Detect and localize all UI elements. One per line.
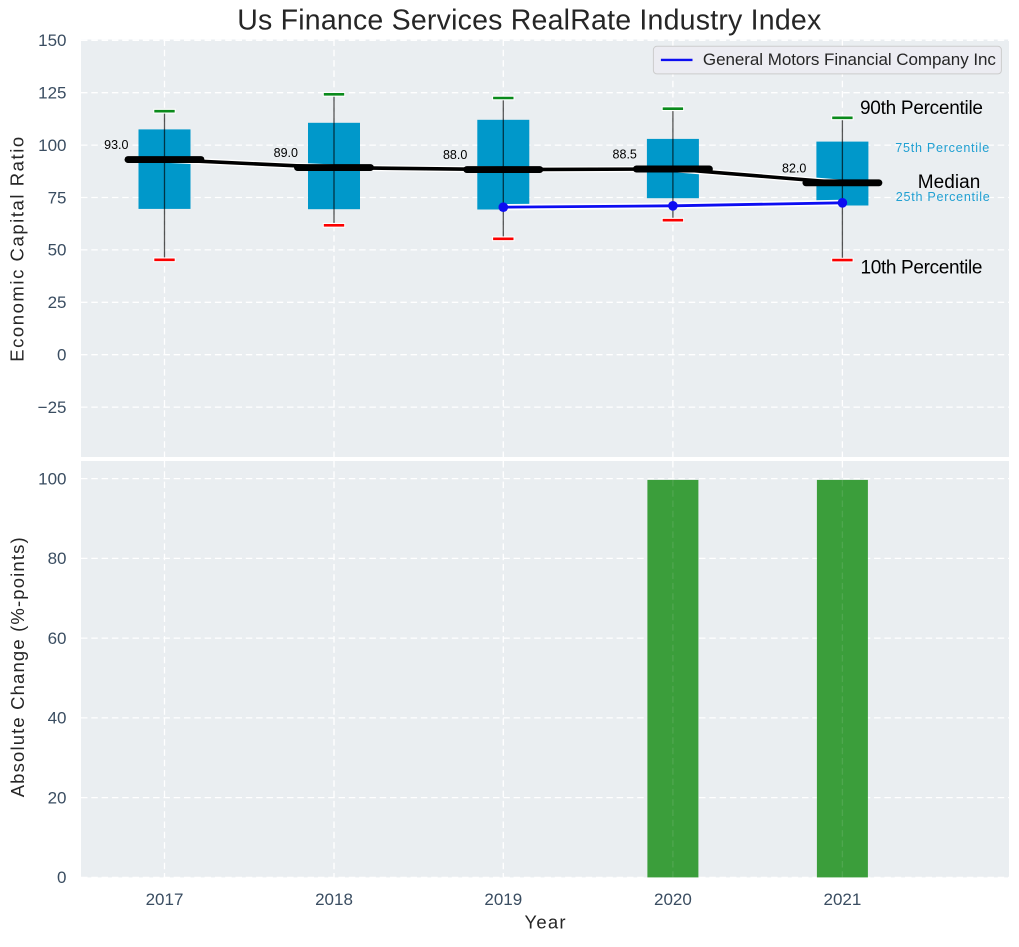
svg-text:2017: 2017 — [146, 890, 184, 909]
svg-text:40: 40 — [48, 709, 67, 728]
svg-text:2018: 2018 — [315, 890, 353, 909]
svg-text:100: 100 — [38, 136, 66, 155]
svg-text:60: 60 — [48, 629, 67, 648]
svg-text:25th Percentile: 25th Percentile — [896, 190, 990, 204]
svg-text:50: 50 — [48, 241, 67, 260]
svg-text:Median: Median — [918, 172, 981, 193]
svg-text:Us Finance Services RealRate I: Us Finance Services RealRate Industry In… — [237, 5, 821, 37]
svg-text:100: 100 — [38, 469, 66, 488]
svg-text:88.0: 88.0 — [443, 148, 467, 162]
svg-text:82.0: 82.0 — [782, 161, 806, 175]
svg-text:150: 150 — [38, 31, 66, 50]
svg-text:General Motors Financial Compa: General Motors Financial Company Inc — [703, 50, 997, 69]
svg-text:125: 125 — [38, 84, 66, 103]
svg-text:89.0: 89.0 — [274, 146, 298, 160]
svg-text:90th Percentile: 90th Percentile — [860, 98, 983, 119]
svg-text:2021: 2021 — [823, 890, 861, 909]
svg-text:−25: −25 — [38, 398, 67, 417]
svg-text:25: 25 — [48, 293, 67, 312]
svg-text:Economic Capital Ratio: Economic Capital Ratio — [7, 137, 28, 362]
svg-text:75th Percentile: 75th Percentile — [895, 141, 989, 155]
svg-text:2020: 2020 — [654, 890, 692, 909]
svg-text:Year: Year — [525, 912, 566, 933]
svg-text:93.0: 93.0 — [104, 138, 128, 152]
svg-text:0: 0 — [57, 868, 66, 887]
svg-text:75: 75 — [48, 188, 67, 207]
svg-text:80: 80 — [48, 549, 67, 568]
svg-text:Absolute Change (%-points): Absolute Change (%-points) — [7, 537, 28, 797]
svg-text:88.5: 88.5 — [613, 148, 637, 162]
svg-text:10th Percentile: 10th Percentile — [861, 258, 983, 279]
svg-text:2019: 2019 — [484, 890, 522, 909]
svg-text:20: 20 — [48, 788, 67, 807]
svg-text:0: 0 — [57, 346, 66, 365]
